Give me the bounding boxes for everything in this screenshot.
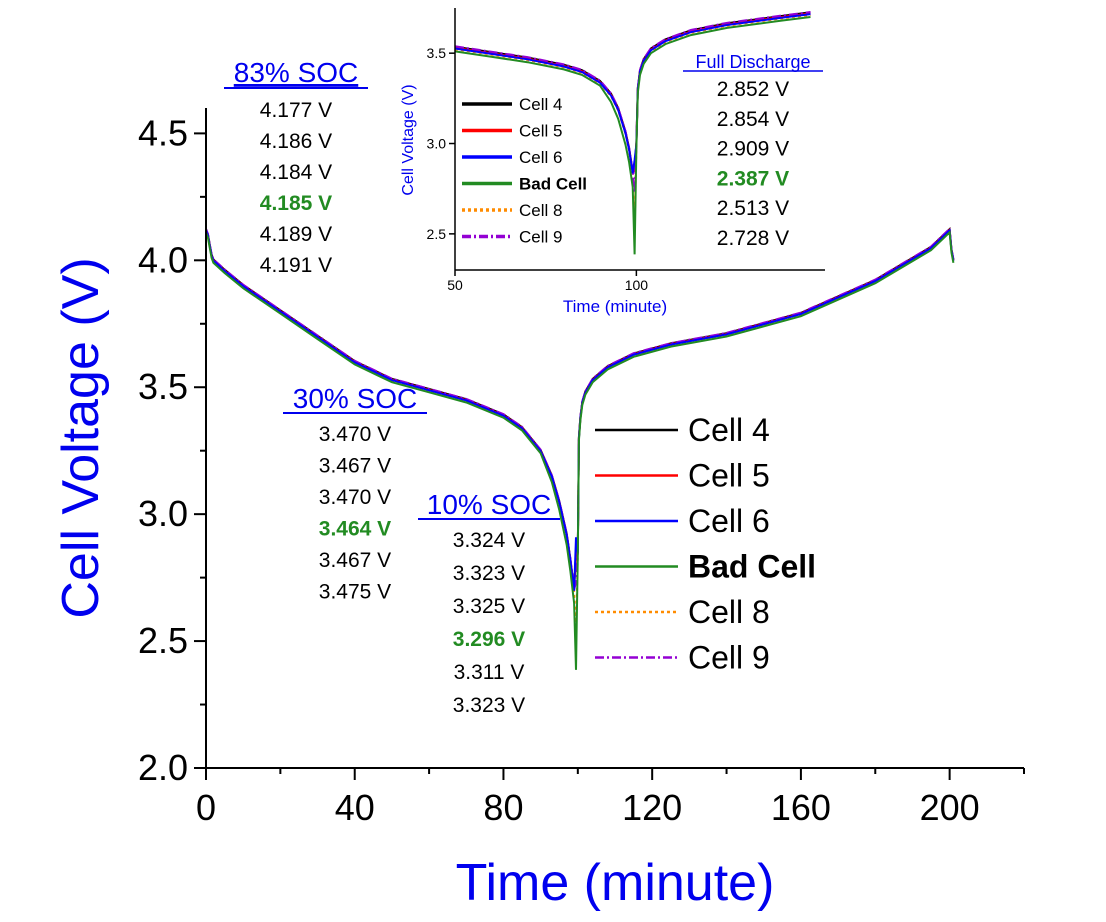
main-series-lines [205, 226, 955, 670]
legend-label: Cell 9 [688, 640, 770, 676]
inset-series-line-cell-6 [454, 13, 811, 174]
legend-label: Bad Cell [688, 549, 816, 585]
inset-legend: Cell 4 Cell 5 Cell 6 Bad Cell Cell 8 Cell 9 [462, 95, 587, 247]
y-tick-label: 2.5 [138, 620, 188, 661]
annotation-value: 3.475 V [319, 581, 391, 604]
inset-plot: 2.5 3.0 3.5 50 100 Cell Voltage (V) Time (m… [400, 8, 825, 316]
inset-annotation-value: 2.513 V [717, 197, 789, 220]
main-legend: Cell 4 Cell 5 Cell 6 Bad Cell Cell 8 Cell 9 [595, 412, 816, 676]
inset-annotation-value: 2.728 V [717, 227, 789, 250]
series-line-cell-6 [205, 228, 955, 591]
inset-y-axis-title: Cell Voltage (V) [400, 84, 417, 195]
inset-legend-label: Cell 6 [519, 148, 562, 167]
inset-y-tick-label: 2.5 [427, 226, 447, 242]
inset-x-tick-label: 50 [447, 277, 463, 293]
x-tick-label: 40 [335, 787, 375, 828]
annotation-value: 4.184 V [260, 161, 332, 184]
y-tick-label: 3.0 [138, 493, 188, 534]
inset-legend-label: Cell 5 [519, 122, 562, 141]
inset-x-ticks: 50 100 [447, 270, 648, 293]
inset-annotation-value: 2.909 V [717, 138, 789, 161]
annotation-30-soc: 30% SOC 3.470 V 3.467 V 3.470 V 3.464 V 3.46… [283, 383, 427, 604]
inset-series-line-bad-cell [454, 16, 811, 255]
annotation-10-soc-title: 10% SOC [427, 489, 552, 520]
y-tick-label: 4.0 [138, 239, 188, 280]
legend-label: Cell 6 [688, 503, 770, 539]
annotation-value: 3.470 V [319, 486, 391, 509]
y-tick-label: 3.5 [138, 366, 188, 407]
main-x-ticks: 0 40 80 120 160 200 [196, 768, 1025, 828]
series-line-bad-cell [205, 230, 955, 670]
legend-label: Cell 5 [688, 458, 770, 494]
annotation-value: 3.325 V [453, 595, 525, 618]
annotation-83-soc-title: 83% SOC [234, 57, 359, 88]
annotation-value: 3.324 V [453, 529, 525, 552]
inset-legend-label: Cell 4 [519, 95, 562, 114]
annotation-30-soc-title: 30% SOC [293, 383, 418, 414]
x-tick-label: 120 [622, 787, 682, 828]
legend-label: Cell 8 [688, 594, 770, 630]
x-axis-title: Time (minute) [456, 854, 775, 912]
annotation-value: 4.185 V [260, 192, 332, 215]
inset-legend-label: Bad Cell [519, 175, 587, 194]
annotation-83-soc: 83% SOC 4.177 V 4.186 V 4.184 V 4.185 V 4.18… [224, 57, 368, 277]
annotation-value: 3.467 V [319, 549, 391, 572]
legend-label: Cell 4 [688, 412, 770, 448]
inset-series-line-cell-9 [454, 11, 811, 193]
main-y-ticks: 2.0 2.5 3.0 3.5 4.0 4.5 [138, 112, 206, 788]
y-tick-label: 2.0 [138, 747, 188, 788]
inset-x-axis-title: Time (minute) [563, 297, 667, 316]
main-plot: 2.0 2.5 3.0 3.5 4.0 4.5 0 40 80 120 160 200 Cell V… [52, 108, 1025, 912]
inset-annotation-value: 2.854 V [717, 108, 789, 131]
annotation-value: 3.296 V [453, 628, 525, 651]
annotation-value: 3.467 V [319, 455, 391, 478]
inset-legend-label: Cell 9 [519, 228, 562, 247]
annotation-value: 3.470 V [319, 423, 391, 446]
inset-annotation-value: 2.852 V [717, 78, 789, 101]
x-tick-label: 200 [920, 787, 980, 828]
annotation-value: 4.191 V [260, 254, 332, 277]
annotation-value: 4.177 V [260, 99, 332, 122]
inset-background [455, 8, 825, 270]
annotation-10-soc: 10% SOC 3.324 V 3.323 V 3.325 V 3.296 V 3.31… [418, 489, 560, 717]
inset-series-lines [454, 11, 811, 255]
inset-y-tick-label: 3.5 [427, 45, 447, 61]
y-axis-title: Cell Voltage (V) [52, 257, 110, 618]
y-tick-label: 4.5 [138, 112, 188, 153]
annotation-value: 4.186 V [260, 130, 332, 153]
annotation-value: 3.323 V [453, 562, 525, 585]
annotation-value: 3.464 V [319, 518, 391, 541]
inset-y-ticks: 2.5 3.0 3.5 [427, 45, 455, 242]
x-tick-label: 160 [771, 787, 831, 828]
annotation-value: 3.323 V [453, 694, 525, 717]
annotation-value: 4.189 V [260, 223, 332, 246]
inset-x-tick-label: 100 [625, 277, 649, 293]
annotation-full-discharge: Full Discharge 2.852 V 2.854 V 2.909 V 2.38… [683, 52, 823, 250]
annotation-value: 3.311 V [454, 661, 525, 684]
x-tick-label: 80 [483, 787, 523, 828]
inset-legend-label: Cell 8 [519, 201, 562, 220]
annotation-full-discharge-title: Full Discharge [695, 52, 810, 72]
x-tick-label: 0 [196, 787, 216, 828]
inset-annotation-value: 2.387 V [717, 167, 789, 190]
inset-y-tick-label: 3.0 [427, 136, 447, 152]
